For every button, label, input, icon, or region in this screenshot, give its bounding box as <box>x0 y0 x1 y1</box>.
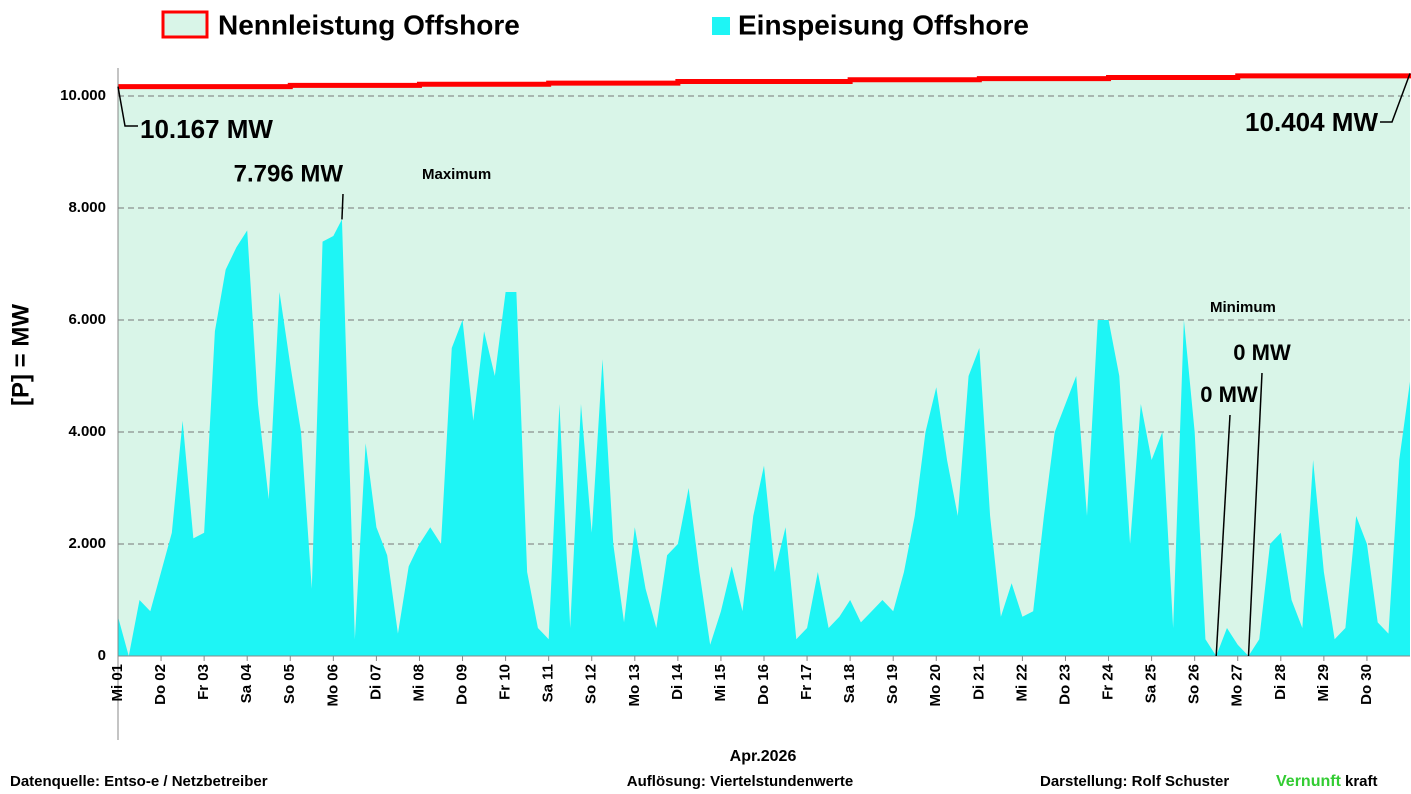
annotation-leader <box>1215 414 1231 657</box>
feed-in-area <box>118 219 1410 656</box>
legend-label: Einspeisung Offshore <box>738 9 1029 40</box>
y-tick-label: 2.000 <box>68 535 106 552</box>
x-tick-label: So 12 <box>583 664 600 704</box>
y-tick-label: 0 <box>98 647 106 664</box>
annotation-label: 10.167 MW <box>140 114 273 144</box>
y-tick-label: 4.000 <box>68 423 106 440</box>
annotation-leader <box>1380 73 1411 123</box>
annotation-leader <box>117 86 138 127</box>
x-tick-label: Fr 03 <box>195 664 212 700</box>
y-tick-label: 6.000 <box>68 311 106 328</box>
x-tick-label: So 26 <box>1186 664 1203 704</box>
x-tick-label: Fr 10 <box>497 664 514 700</box>
x-tick-label: Di 07 <box>367 664 384 700</box>
footer-resolution: Auflösung: Viertelstundenwerte <box>627 773 853 790</box>
annotation-label: 7.796 MW <box>234 160 344 187</box>
x-tick-label: Do 09 <box>454 664 471 705</box>
x-tick-label: Sa 11 <box>540 664 557 702</box>
x-tick-label: Mi 15 <box>712 664 729 702</box>
x-tick-label: Di 21 <box>970 664 987 700</box>
annotation-label: 0 MW <box>1233 340 1291 365</box>
capacity-area <box>118 73 1410 657</box>
x-tick-label: Do 02 <box>152 664 169 705</box>
x-tick-label: Mo 06 <box>324 664 341 707</box>
x-tick-label: Do 23 <box>1056 664 1073 705</box>
x-tick-label: So 19 <box>884 664 901 704</box>
legend-label: Nennleistung Offshore <box>218 9 520 40</box>
y-tick-label: 8.000 <box>68 199 106 216</box>
annotation-leader <box>1247 372 1263 657</box>
x-tick-label: Mo 20 <box>927 664 944 707</box>
x-tick-label: Di 28 <box>1272 664 1289 700</box>
max-label: Maximum <box>422 166 491 183</box>
footer-author: Darstellung: Rolf Schuster <box>1040 773 1229 790</box>
footer-brand: Vernunft <box>1276 773 1342 790</box>
annotation-label: 10.404 MW <box>1245 107 1378 137</box>
legend: Nennleistung Offshore Einspeisung Offshor… <box>161 9 1029 40</box>
x-tick-label: Do 30 <box>1358 664 1375 705</box>
footer-source: Datenquelle: Entso-e / Netzbetreiber <box>10 773 268 790</box>
x-tick-label: So 05 <box>281 664 298 704</box>
legend-swatch <box>161 10 209 39</box>
x-tick-label: Sa 25 <box>1143 664 1160 703</box>
min-label: Minimum <box>1210 299 1276 316</box>
x-tick-label: Mo 27 <box>1229 664 1246 707</box>
x-tick-label: Fr 17 <box>798 664 815 700</box>
x-tick-label: Do 16 <box>755 664 772 705</box>
x-tick-label: Sa 18 <box>841 664 858 703</box>
y-tick-label: 10.000 <box>60 87 106 104</box>
x-tick-label: Mo 13 <box>626 664 643 707</box>
footer-brand: kraft <box>1345 773 1378 790</box>
legend-swatch <box>712 17 730 35</box>
x-tick-label: Sa 04 <box>238 663 255 703</box>
x-axis-label: Apr.2026 <box>730 748 797 765</box>
x-tick-label: Di 14 <box>669 663 686 700</box>
annotation-label: 0 MW <box>1200 382 1258 407</box>
x-tick-label: Mi 01 <box>109 664 126 702</box>
y-axis-label: [P] = MW <box>7 304 34 406</box>
annotation-leader <box>341 193 344 220</box>
capacity-line <box>118 73 1411 90</box>
x-tick-label: Mi 29 <box>1315 664 1332 702</box>
x-tick-label: Mi 22 <box>1013 664 1030 702</box>
x-tick-label: Mi 08 <box>410 664 427 702</box>
x-tick-label: Fr 24 <box>1100 663 1117 700</box>
